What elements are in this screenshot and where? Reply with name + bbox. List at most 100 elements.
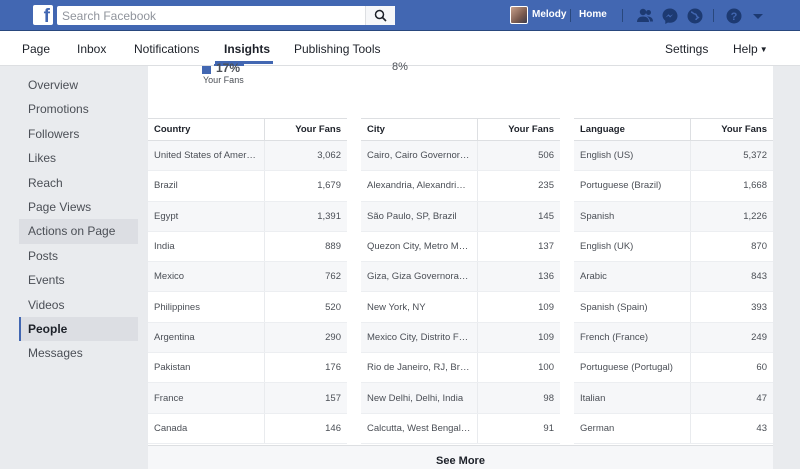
table-cell-name: German [574,413,690,444]
table-row: Alexandria, Alexandria … 235 [361,170,560,202]
sidebar-item-events[interactable]: Events [28,273,65,288]
table-cell-fans: 235 [476,170,560,202]
table-cell-fans: 100 [476,352,560,384]
table-cell-fans: 290 [263,322,347,354]
table-row: New Delhi, Delhi, India 98 [361,382,560,414]
table-cell-name: Egypt [148,201,264,232]
chart-remnant: 17% Your Fans 8% [148,61,773,118]
table-cell-name: United States of America [148,140,264,172]
chart-bar-edge [214,64,244,66]
table-cell-fans: 91 [476,413,560,444]
table-cell-name: French (France) [574,322,690,354]
table-cell-fans: 47 [689,382,773,414]
user-name-link[interactable]: Melody [532,9,567,20]
sidebar-item-posts[interactable]: Posts [28,248,59,263]
column-header-your-fans[interactable]: Your Fans [689,118,773,141]
top-bar: f Melody Home ? [0,0,800,31]
search-button[interactable] [365,6,395,25]
legend-swatch [202,66,211,74]
column-header-your-fans[interactable]: Your Fans [476,118,560,141]
table-cell-fans: 109 [476,322,560,354]
table-row: Portuguese (Portugal) 60 [574,352,773,384]
page-nav: Page Inbox Notifications Insights Publis… [0,31,800,66]
svg-text:?: ? [731,11,738,23]
table-cell-name: New Delhi, Delhi, India [361,382,477,414]
caret-down-icon: ▼ [759,45,768,54]
sidebar-item-overview[interactable]: Overview [28,78,79,92]
legend-label: Your Fans [203,75,244,85]
search-input[interactable] [57,6,395,25]
table-row: Portuguese (Brazil) 1,668 [574,170,773,202]
table-cell-name: France [148,382,264,414]
home-link[interactable]: Home [579,9,607,20]
table-row: Egypt 1,391 [148,201,347,232]
table-row: New York, NY 109 [361,291,560,323]
sidebar-item-messages[interactable]: Messages [28,346,83,361]
tab-page[interactable]: Page [22,42,51,56]
table-row: Arabic 843 [574,261,773,293]
sidebar-item-actions-on-page[interactable]: Actions on Page [19,219,138,244]
table-row: Rio de Janeiro, RJ, Brazil 100 [361,352,560,384]
column-header-country[interactable]: Country [148,118,264,141]
secondary-percentage: 8% [392,61,408,73]
table-row: Spanish (Spain) 393 [574,291,773,323]
table-row: Cairo, Cairo Governora… 506 [361,140,560,172]
column-header-city[interactable]: City [361,118,477,141]
top-divider [713,9,714,22]
insights-sidebar: Overview Promotions Followers Likes Reac… [19,73,138,366]
table-cell-fans: 393 [689,291,773,323]
table-row: English (UK) 870 [574,231,773,263]
table-cell-name: Brazil [148,170,264,202]
help-icon[interactable]: ? [725,7,743,25]
chevron-down-icon[interactable] [749,7,767,25]
avatar[interactable] [510,6,528,24]
tab-notifications[interactable]: Notifications [134,42,200,56]
settings-link[interactable]: Settings [665,42,709,56]
sidebar-item-likes[interactable]: Likes [28,151,57,166]
friends-icon[interactable] [636,7,654,25]
facebook-logo[interactable]: f [33,5,53,25]
table-cell-name: Mexico [148,261,264,293]
top-divider [622,9,623,22]
tab-insights[interactable]: Insights [224,42,271,56]
globe-icon[interactable] [686,7,704,25]
tab-publishing-tools[interactable]: Publishing Tools [294,42,381,56]
messenger-icon[interactable] [661,7,679,25]
table-cell-name: Giza, Giza Governorat… [361,261,477,293]
table-cell-fans: 520 [263,291,347,323]
sidebar-item-followers[interactable]: Followers [28,126,80,141]
sidebar-item-videos[interactable]: Videos [28,297,65,312]
table-cell-name: India [148,231,264,263]
sidebar-item-page-views[interactable]: Page Views [28,199,92,214]
table-cell-name: Alexandria, Alexandria … [361,170,477,202]
table-cell-name: Cairo, Cairo Governora… [361,140,477,172]
table-row: Mexico City, Distrito Fe… 109 [361,322,560,354]
table-cell-name: Pakistan [148,352,264,384]
table-row: Giza, Giza Governorat… 136 [361,261,560,293]
table-header-row: Country Your Fans [148,118,347,141]
table-cell-name: Arabic [574,261,690,293]
table-cell-fans: 137 [476,231,560,263]
city-table: City Your Fans Cairo, Cairo Governora… 50… [361,118,560,444]
table-cell-name: Italian [574,382,690,414]
table-cell-fans: 146 [263,413,347,444]
sidebar-item-reach[interactable]: Reach [28,175,63,190]
sidebar-item-people[interactable]: People [19,316,138,342]
table-cell-fans: 1,679 [263,170,347,202]
column-header-language[interactable]: Language [574,118,690,141]
column-header-your-fans[interactable]: Your Fans [263,118,347,141]
language-table: Language Your Fans English (US) 5,372 Port… [574,118,773,444]
table-cell-fans: 98 [476,382,560,414]
table-row: French (France) 249 [574,322,773,354]
see-more-button[interactable]: See More [148,445,773,469]
help-menu[interactable]: Help ▼ [733,42,768,56]
table-header-row: City Your Fans [361,118,560,141]
table-cell-fans: 843 [689,261,773,293]
table-cell-name: Mexico City, Distrito Fe… [361,322,477,354]
table-cell-fans: 109 [476,291,560,323]
search-icon [374,9,387,22]
table-cell-fans: 60 [689,352,773,384]
tab-inbox[interactable]: Inbox [77,42,107,56]
sidebar-item-promotions[interactable]: Promotions [28,102,89,117]
table-cell-fans: 3,062 [263,140,347,172]
